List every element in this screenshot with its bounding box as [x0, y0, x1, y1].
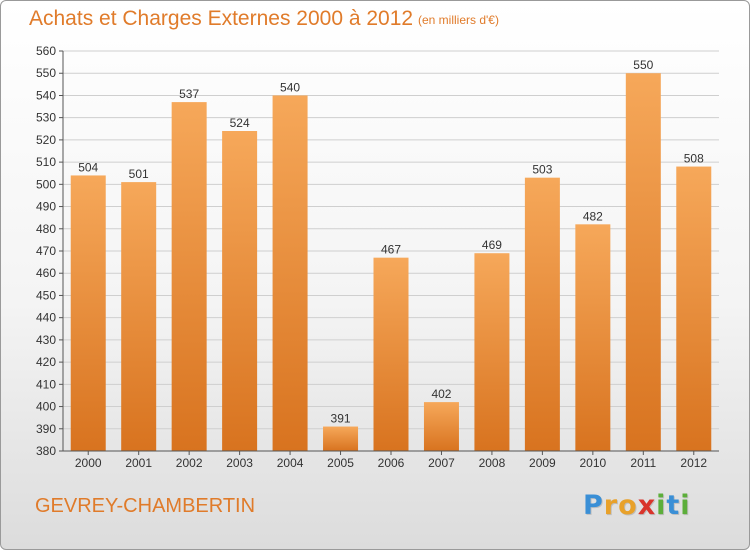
- bar-value-label: 501: [129, 167, 149, 181]
- proxiti-logo: Proxiti: [583, 490, 691, 521]
- y-tick-label: 470: [36, 244, 56, 258]
- y-tick-label: 560: [36, 44, 56, 58]
- brand-letter: x: [637, 490, 657, 521]
- bar-value-label: 469: [482, 238, 502, 252]
- x-tick-label: 2010: [579, 456, 606, 470]
- x-tick-label: 2003: [226, 456, 253, 470]
- chart-subtitle: (en milliers d'€): [418, 13, 499, 27]
- y-tick-label: 520: [36, 133, 56, 147]
- y-tick-label: 550: [36, 66, 56, 80]
- y-tick-label: 400: [36, 400, 56, 414]
- bar-value-label: 467: [381, 243, 401, 257]
- bar-2001: [121, 182, 157, 451]
- x-tick-label: 2001: [125, 456, 152, 470]
- y-tick-label: 380: [36, 444, 56, 458]
- y-tick-label: 390: [36, 422, 56, 436]
- bar-2002: [171, 102, 207, 451]
- brand-letter: o: [618, 490, 638, 521]
- y-tick-label: 450: [36, 288, 56, 302]
- bar-2007: [423, 402, 459, 451]
- bars: 504 501 537 524 540 391 467 402 469 503 482 550 508: [70, 58, 712, 452]
- y-tick-label: 490: [36, 200, 56, 214]
- brand-letter: t: [666, 490, 681, 521]
- axes: 380 390 400 410 420 430 440 450 460 470 480 490 500 5…: [36, 44, 719, 470]
- bar-2009: [524, 177, 560, 451]
- bar-value-label: 537: [179, 87, 199, 101]
- x-tick-label: 2008: [479, 456, 506, 470]
- brand-letter: i: [680, 490, 691, 521]
- x-tick-label: 2004: [277, 456, 304, 470]
- bar-2000: [70, 175, 106, 451]
- bar-value-label: 504: [78, 160, 98, 174]
- bar-2011: [625, 73, 661, 451]
- bar-value-label: 391: [331, 412, 351, 426]
- y-tick-label: 460: [36, 266, 56, 280]
- x-tick-label: 2007: [428, 456, 455, 470]
- commune-name: GEVREY-CHAMBERTIN: [35, 495, 256, 517]
- bar-value-label: 508: [684, 152, 704, 166]
- y-tick-label: 530: [36, 111, 56, 125]
- y-tick-label: 410: [36, 377, 56, 391]
- chart-title: Achats et Charges Externes 2000 à 2012: [29, 7, 414, 30]
- y-tick-label: 510: [36, 155, 56, 169]
- bar-value-label: 503: [532, 163, 552, 177]
- y-tick-label: 540: [36, 88, 56, 102]
- x-tick-label: 2006: [378, 456, 405, 470]
- y-tick-label: 480: [36, 222, 56, 236]
- bar-value-label: 524: [230, 116, 250, 130]
- x-tick-label: 2005: [327, 456, 354, 470]
- brand-letter: i: [656, 490, 667, 521]
- y-tick-label: 440: [36, 311, 56, 325]
- bar-2008: [474, 253, 510, 451]
- bar-2005: [323, 426, 359, 451]
- bar-value-label: 482: [583, 209, 603, 223]
- y-tick-label: 500: [36, 177, 56, 191]
- brand-letter: P: [583, 490, 604, 521]
- bar-2012: [676, 166, 712, 452]
- bar-2010: [575, 224, 611, 451]
- bar-2003: [222, 131, 258, 451]
- bar-value-label: 402: [431, 387, 451, 401]
- x-tick-label: 2011: [630, 456, 656, 470]
- bar-2006: [373, 257, 409, 451]
- y-tick-label: 420: [36, 355, 56, 369]
- y-tick-label: 430: [36, 333, 56, 347]
- x-tick-label: 2002: [176, 456, 203, 470]
- bar-value-label: 540: [280, 80, 300, 94]
- x-tick-label: 2009: [529, 456, 556, 470]
- bar-value-label: 550: [633, 58, 653, 72]
- x-tick-label: 2012: [680, 456, 707, 470]
- bar-2004: [272, 95, 308, 451]
- x-tick-label: 2000: [75, 456, 102, 470]
- brand-letter: r: [603, 490, 619, 521]
